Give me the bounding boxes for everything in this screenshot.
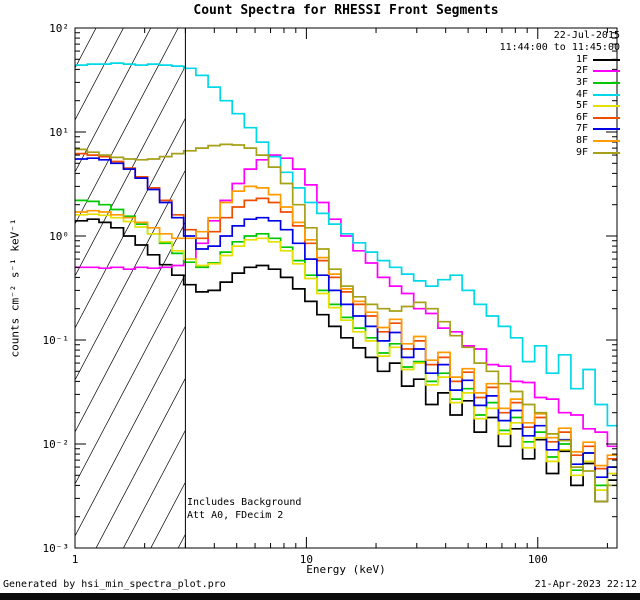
y-tick-label: 10¹	[49, 126, 69, 139]
y-axis-label: counts cm⁻² s⁻¹ keV⁻¹	[8, 218, 22, 358]
legend-label-6F: 6F	[575, 111, 588, 123]
legend: 22-Jul-2015 11:44:00 to 11:45:00 1F 2F 3F 4…	[500, 30, 620, 158]
legend-swatch-9F	[593, 151, 620, 154]
series-6F-line	[75, 152, 617, 470]
legend-item-6F: 6F	[500, 112, 620, 124]
x-tick-label: 1	[72, 553, 79, 566]
legend-item-8F: 8F	[500, 135, 620, 147]
series-7F-line	[75, 157, 617, 479]
series-8F-line	[75, 185, 617, 467]
legend-time-range: 11:44:00 to 11:45:00	[499, 42, 620, 53]
legend-label-7F: 7F	[575, 123, 588, 135]
legend-item-3F: 3F	[500, 77, 620, 89]
legend-label-9F: 9F	[575, 146, 588, 158]
legend-items: 1F 2F 3F 4F 5F 6F 7F 8F 9F	[500, 54, 620, 158]
legend-swatch-3F	[593, 81, 620, 84]
legend-label-4F: 4F	[575, 88, 588, 100]
x-axis-label: Energy (keV)	[306, 563, 386, 576]
legend-label-1F: 1F	[575, 53, 588, 65]
series-4F-line	[75, 62, 617, 427]
x-tick-label: 100	[528, 553, 548, 566]
legend-swatch-8F	[593, 139, 620, 142]
legend-label-2F: 2F	[575, 65, 588, 77]
y-tick-label: 10⁻²	[43, 438, 70, 451]
plot-annotations: Includes Background Att A0, FDecim 2	[187, 496, 301, 522]
legend-swatch-6F	[593, 116, 620, 119]
series-9F-line	[75, 143, 617, 503]
series-lines	[75, 62, 617, 503]
legend-label-8F: 8F	[575, 134, 588, 146]
legend-item-2F: 2F	[500, 65, 620, 78]
y-tick-label: 10⁰	[49, 230, 69, 243]
series-1F-line	[75, 218, 617, 503]
x-tick-label: 10	[300, 553, 313, 566]
legend-swatch-2F	[593, 70, 620, 73]
series-5F-line	[75, 213, 617, 491]
axis-tick-labels: 1 10 100 10² 10¹ 10⁰ 10⁻¹ 10⁻² 10⁻³	[43, 22, 548, 566]
hatch-region	[75, 28, 186, 548]
series-2F-line	[75, 154, 617, 448]
legend-swatch-1F	[593, 58, 620, 61]
series-3F-line	[75, 199, 617, 487]
legend-swatch-5F	[593, 105, 620, 108]
y-tick-label: 10⁻¹	[43, 334, 70, 347]
footer-timestamp: 21-Apr-2023 22:12	[534, 579, 637, 590]
legend-item-7F: 7F	[500, 123, 620, 136]
legend-item-4F: 4F	[500, 89, 620, 101]
annotation-background: Includes Background	[187, 497, 302, 508]
plot-title: Count Spectra for RHESSI Front Segments	[193, 3, 499, 18]
footer-generator: Generated by hsi_min_spectra_plot.pro	[3, 579, 226, 590]
legend-item-1F: 1F	[500, 54, 620, 66]
bottom-bar	[0, 593, 640, 600]
legend-item-9F: 9F	[500, 147, 620, 159]
legend-swatch-7F	[593, 128, 620, 131]
y-tick-label: 10⁻³	[43, 542, 70, 555]
axes-frame	[74, 27, 618, 549]
legend-swatch-4F	[593, 93, 620, 96]
legend-date: 22-Jul-2015	[553, 30, 620, 41]
legend-label-5F: 5F	[575, 100, 588, 112]
axis-ticks	[74, 27, 617, 549]
annotation-attenuator: Att A0, FDecim 2	[187, 510, 284, 521]
legend-item-5F: 5F	[500, 100, 620, 112]
y-tick-label: 10²	[49, 22, 69, 35]
legend-label-3F: 3F	[575, 76, 588, 88]
